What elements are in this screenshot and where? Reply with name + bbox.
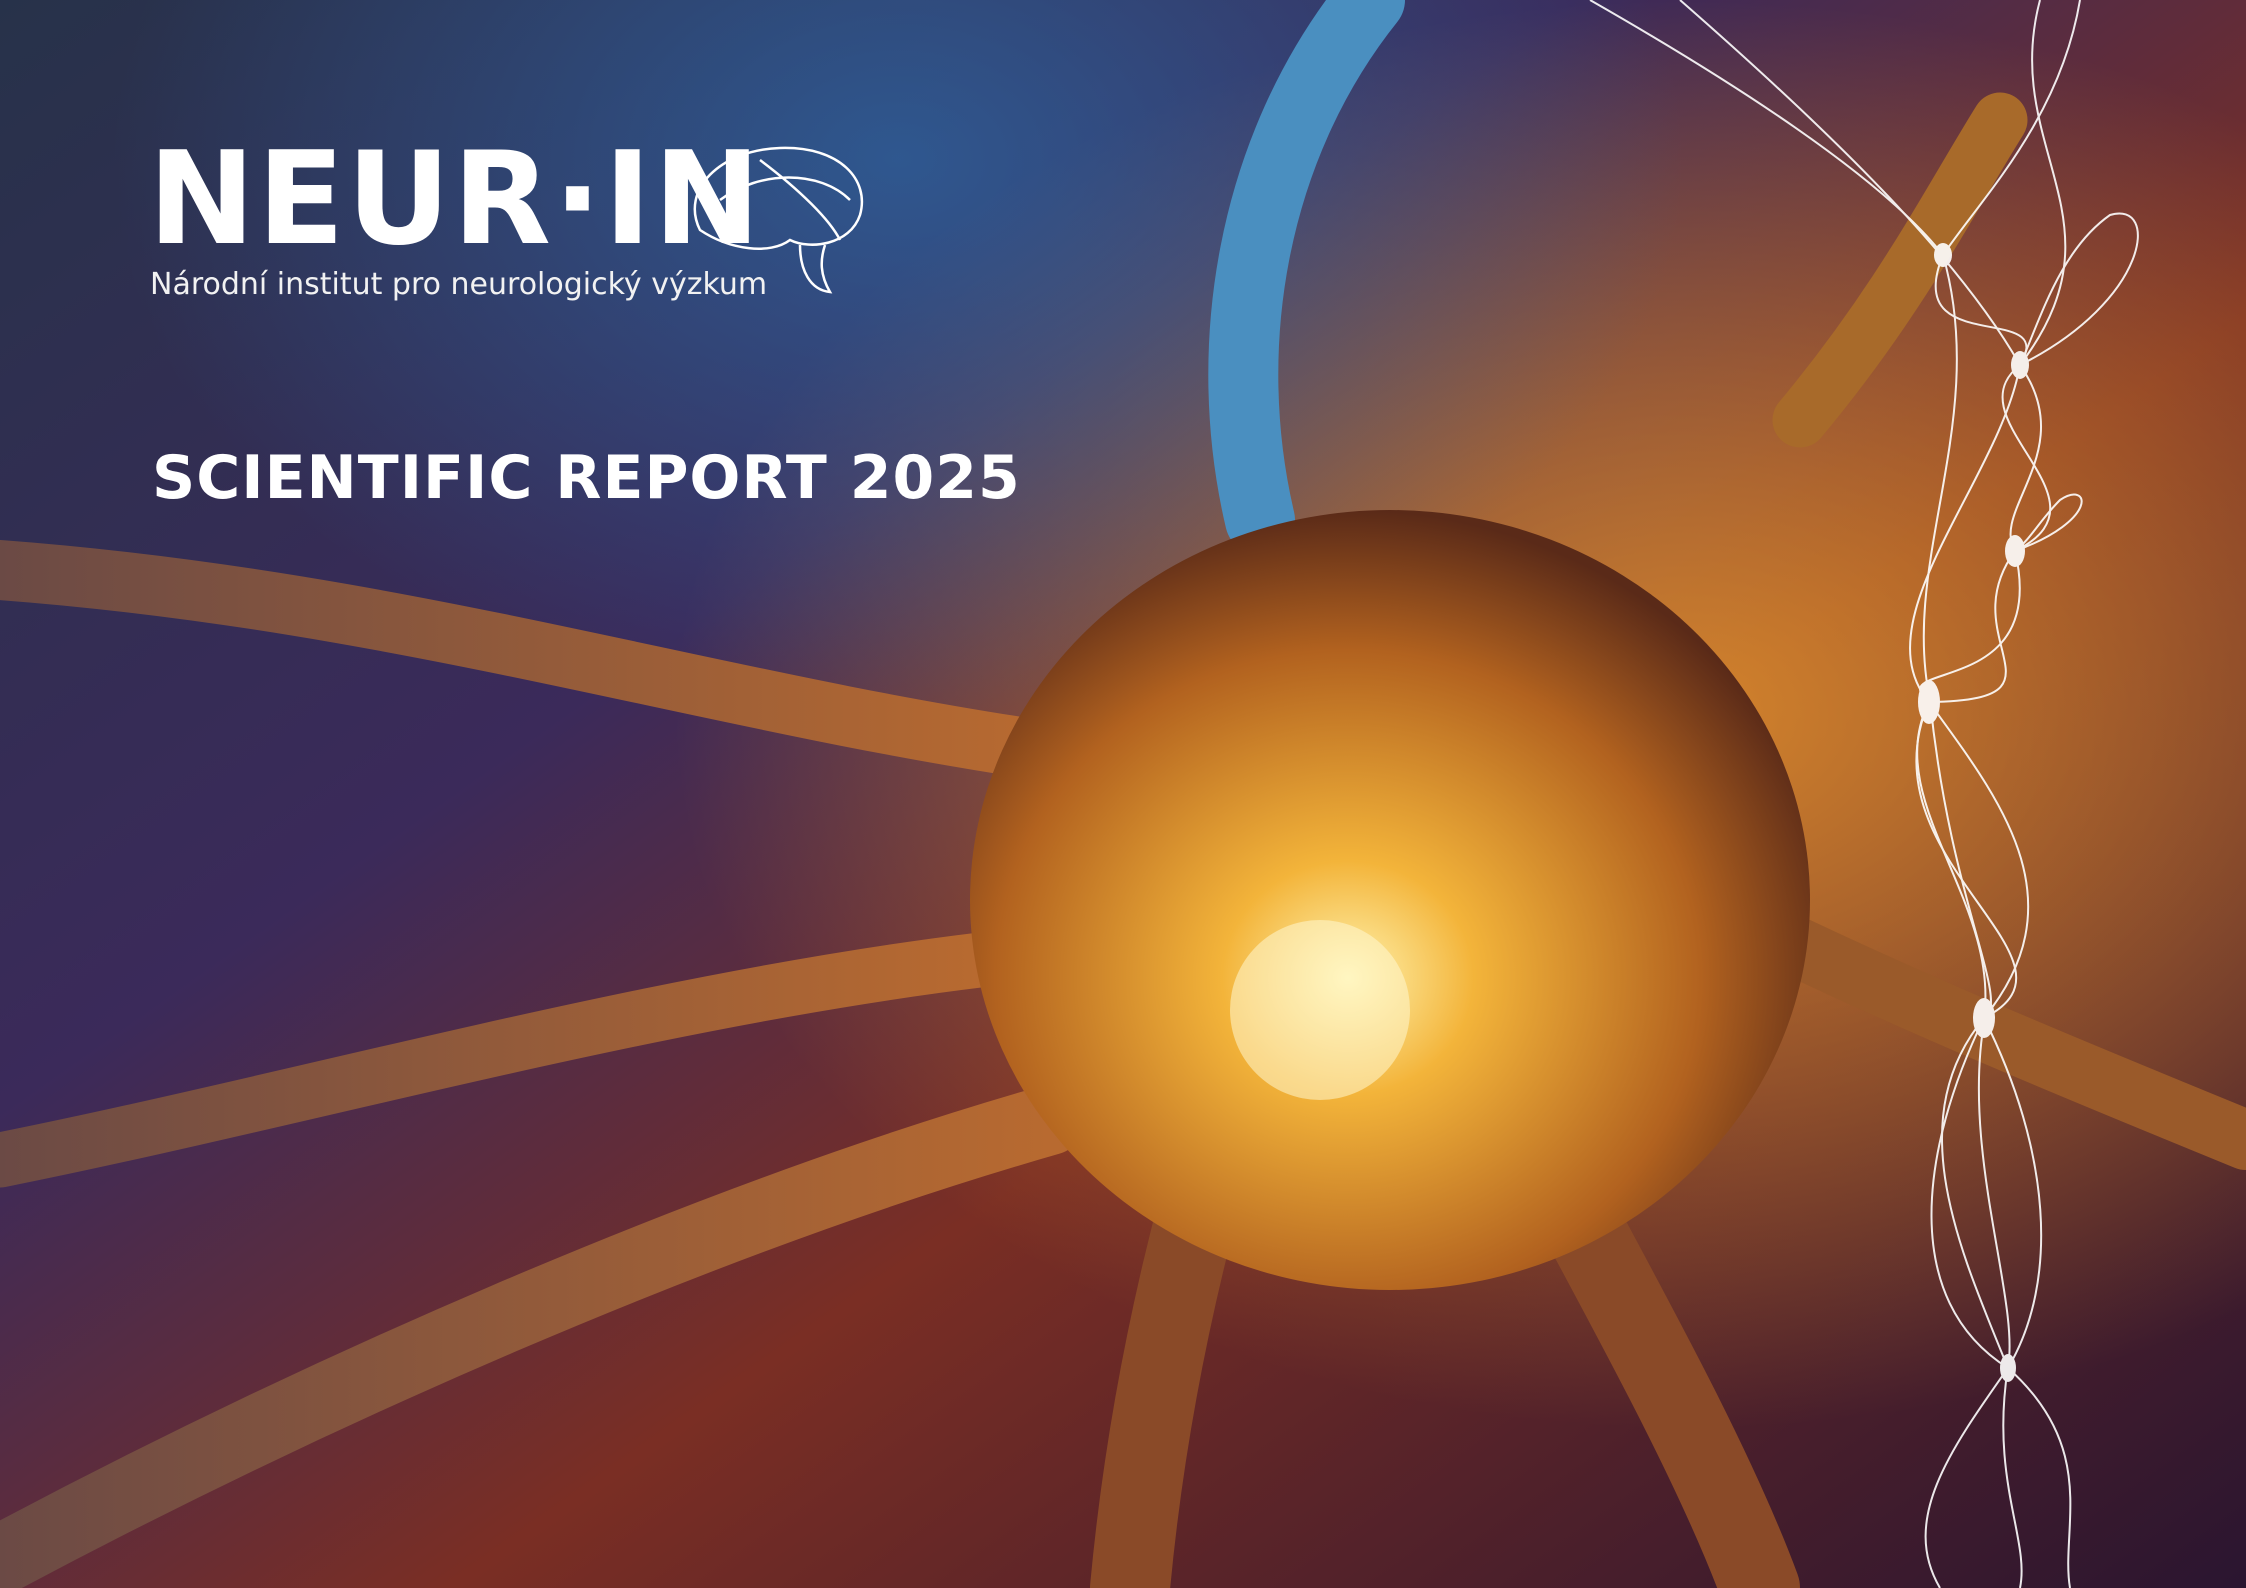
- line-art-node: [1973, 998, 1995, 1038]
- cell-body: [970, 510, 1810, 1290]
- cell-glow: [1230, 920, 1410, 1100]
- logo-text: NEUR·IN: [148, 125, 762, 274]
- line-art-node: [1934, 243, 1952, 267]
- page: NEUR·IN Národní institut pro neurologick…: [0, 0, 2246, 1588]
- line-art-node: [2005, 535, 2025, 567]
- institute-name: Národní institut pro neurologický výzkum: [150, 267, 767, 302]
- logo: NEUR·IN Národní institut pro neurologick…: [148, 125, 862, 302]
- cover: NEUR·IN Národní institut pro neurologick…: [0, 0, 2246, 1588]
- line-art-node: [2011, 351, 2029, 379]
- line-art-node: [2000, 1354, 2016, 1382]
- line-art-node: [1918, 680, 1940, 724]
- report-title: SCIENTIFIC REPORT 2025: [152, 443, 1021, 513]
